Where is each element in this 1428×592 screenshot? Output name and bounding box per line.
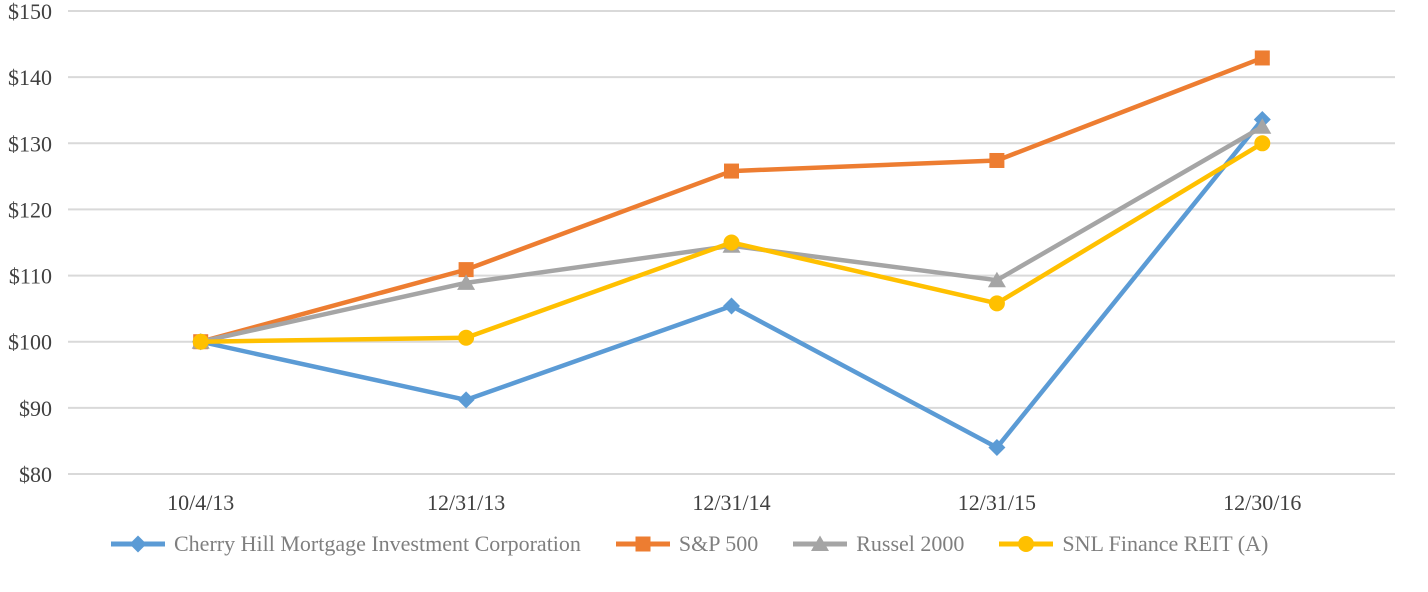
square-marker-icon (989, 152, 1005, 168)
line-chart-canvas: $150 $140 $130 $120 $110 $100 $90 $80 10/4/13 12/… (8, 0, 1395, 515)
legend-marker-square-icon (615, 536, 670, 552)
x-axis-tick-label: 10/4/13 (167, 490, 234, 515)
y-axis-tick-label: $120 (8, 197, 52, 222)
square-marker-icon (635, 536, 651, 552)
triangle-marker-icon (1253, 118, 1272, 134)
circle-marker-icon (192, 333, 209, 350)
y-axis-tick-label: $80 (19, 462, 52, 487)
triangle-marker-icon (457, 274, 476, 290)
circle-marker-icon (723, 234, 740, 251)
x-axis-tick-label: 12/31/13 (427, 490, 505, 515)
y-axis-tick-label: $100 (8, 330, 52, 355)
legend-label: Russel 2000 (856, 531, 965, 556)
y-axis-tick-label: $150 (8, 0, 52, 24)
circle-marker-icon (988, 295, 1005, 312)
y-axis-tick-label: $130 (8, 131, 52, 156)
diamond-marker-icon (457, 391, 475, 409)
diamond-marker-icon (988, 439, 1006, 457)
diamond-marker-icon (129, 535, 147, 553)
legend-label: Cherry Hill Mortgage Investment Corporat… (174, 531, 581, 556)
legend-item-russel-2000: Russel 2000 (792, 531, 965, 556)
diamond-marker-icon (723, 297, 740, 315)
x-axis-tick-label: 12/30/16 (1223, 490, 1301, 515)
square-marker-icon (724, 163, 739, 179)
legend-item-cherry-hill: Cherry Hill Mortgage Investment Corporat… (110, 531, 581, 556)
x-axis-tick-label: 12/31/14 (692, 490, 770, 515)
legend-item-snl-finance-reit: SNL Finance REIT (A) (998, 531, 1269, 556)
legend-marker-triangle-icon (793, 535, 848, 551)
triangle-marker-icon (811, 535, 830, 551)
y-axis-tick-label: $140 (8, 65, 52, 90)
circle-marker-icon (458, 329, 475, 346)
square-marker-icon (458, 262, 474, 278)
legend-marker-diamond-icon (111, 535, 165, 553)
triangle-marker-icon (987, 271, 1006, 288)
circle-marker-icon (1018, 536, 1035, 552)
y-axis-tick-label: $110 (9, 264, 52, 289)
legend-marker-circle-icon (999, 536, 1054, 552)
x-axis-tick-label: 12/31/15 (958, 490, 1036, 515)
square-marker-icon (1254, 50, 1270, 66)
legend-item-sp500: S&P 500 (615, 531, 759, 556)
chart-legend: Cherry Hill Mortgage Investment Corporat… (110, 531, 1269, 556)
circle-marker-icon (1254, 135, 1271, 152)
legend-label: SNL Finance REIT (A) (1062, 531, 1269, 556)
legend-label: S&P 500 (678, 531, 759, 556)
y-axis-tick-label: $90 (19, 396, 52, 421)
